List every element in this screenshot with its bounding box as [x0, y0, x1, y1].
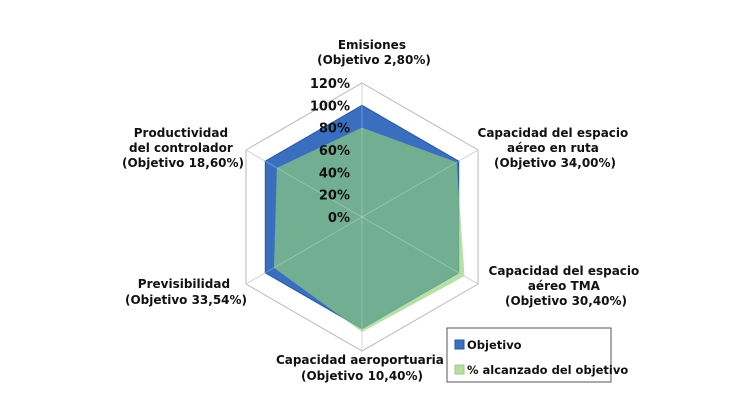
tick-label: 60%: [319, 144, 350, 159]
axis-label-emisiones: Emisiones (Objetivo 2,80%): [317, 38, 431, 67]
axis-spoke-overlay: [245, 216, 363, 285]
legend-label-alcanzado: % alcanzado del objetivo: [467, 363, 628, 377]
axis-label-previsibilidad: Previsibilidad (Objetivo 33,54%): [125, 277, 247, 307]
axis-label-capacidad-aeroportuaria: Capacidad aeroportuaria (Objetivo 10,40%…: [276, 353, 448, 383]
radial-tick-labels: 0% 20% 40% 60% 80% 100% 120%: [310, 77, 350, 226]
tick-label: 100%: [310, 99, 350, 114]
legend-label-objetivo: Objetivo: [467, 338, 522, 352]
tick-label: 80%: [319, 122, 350, 137]
tick-label: 20%: [319, 189, 350, 204]
series-area-alcanzado: [273, 127, 465, 333]
axis-spoke-overlay: [361, 149, 479, 218]
axis-label-capacidad-tma: Capacidad del espacio aéreo TMA (Objetiv…: [489, 264, 644, 308]
radar-series: [245, 83, 479, 351]
tick-label: 0%: [328, 211, 350, 226]
legend-swatch-alcanzado: [454, 364, 465, 375]
axis-spoke-overlay: [245, 149, 363, 218]
tick-label: 40%: [319, 166, 350, 181]
legend: Objetivo % alcanzado del objetivo: [446, 327, 628, 383]
tick-label: 120%: [310, 77, 350, 92]
axis-spoke-overlay: [361, 216, 479, 285]
axis-label-productividad: Productividad del controlador (Objetivo …: [122, 126, 244, 170]
axis-label-capacidad-ruta: Capacidad del espacio aéreo en ruta (Obj…: [478, 126, 633, 170]
legend-swatch-objetivo: [454, 339, 465, 350]
